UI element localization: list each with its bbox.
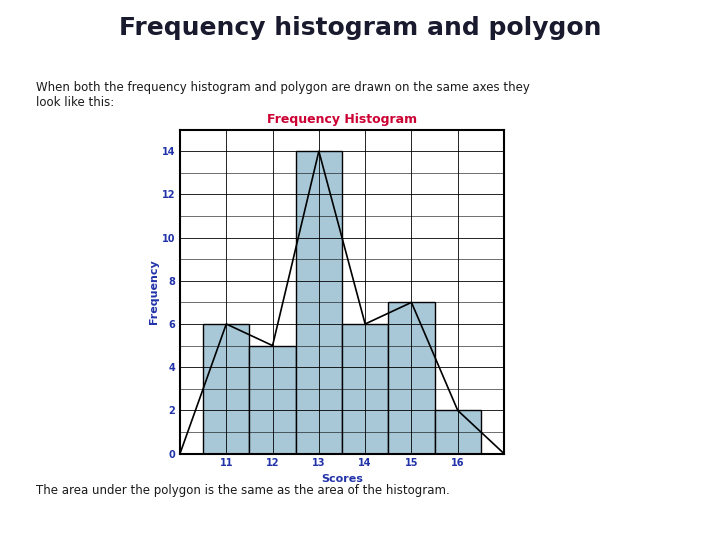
X-axis label: Scores: Scores: [321, 474, 363, 484]
Text: When both the frequency histogram and polygon are drawn on the same axes they
lo: When both the frequency histogram and po…: [36, 81, 530, 109]
Y-axis label: Frequency: Frequency: [149, 259, 159, 324]
Text: Frequency histogram and polygon: Frequency histogram and polygon: [119, 16, 601, 40]
Bar: [203, 324, 249, 454]
Bar: [388, 302, 435, 454]
Title: Frequency Histogram: Frequency Histogram: [267, 113, 417, 126]
Bar: [435, 410, 481, 454]
Bar: [342, 324, 388, 454]
Text: The area under the polygon is the same as the area of the histogram.: The area under the polygon is the same a…: [36, 484, 450, 497]
Bar: [296, 151, 342, 454]
Bar: [249, 346, 296, 454]
